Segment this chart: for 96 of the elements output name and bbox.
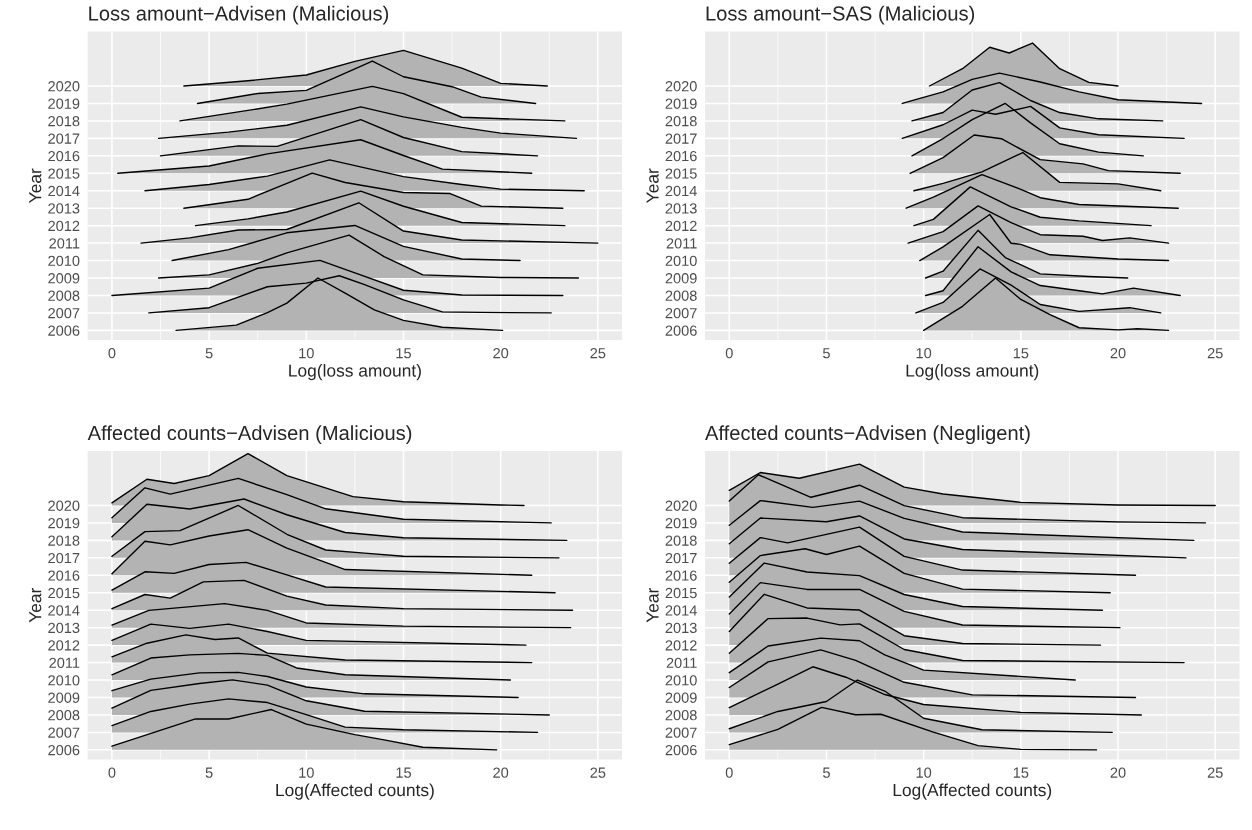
x-tick-label: 15	[1013, 767, 1029, 778]
y-axis-title: Year	[646, 168, 659, 203]
chart-title: Affected counts−Advisen (Negligent)	[705, 425, 1030, 445]
y-tick-label: 2014	[665, 605, 697, 616]
y-tick-label: 2018	[48, 535, 80, 546]
y-tick-label: 2009	[48, 692, 80, 703]
y-tick-label: 2018	[665, 535, 697, 546]
y-tick-label: 2017	[665, 133, 697, 144]
x-tick-label: 25	[1207, 767, 1223, 778]
y-tick-label: 2011	[666, 657, 697, 668]
y-tick-label: 2015	[48, 168, 80, 179]
y-tick-label: 2006	[48, 325, 80, 336]
x-tick-label: 10	[299, 767, 314, 778]
x-axis-title: Log(Affected counts)	[893, 783, 1052, 800]
x-tick-label: 0	[725, 767, 733, 778]
y-axis-title: Year	[646, 587, 659, 623]
y-tick-label: 2006	[665, 744, 697, 756]
x-axis-title: Log(loss amount)	[289, 363, 421, 381]
x-tick-label: 25	[1207, 348, 1223, 359]
y-tick-label: 2006	[48, 744, 80, 756]
y-tick-label: 2012	[48, 220, 80, 232]
y-tick-label: 2015	[48, 587, 80, 599]
x-tick-label: 10	[916, 767, 932, 778]
y-tick-label: 2017	[48, 552, 80, 564]
y-tick-label: 2007	[665, 308, 697, 319]
y-tick-label: 2013	[48, 622, 80, 634]
x-tick-label: 20	[493, 348, 509, 359]
y-tick-label: 2006	[665, 325, 697, 336]
y-tick-label: 2012	[48, 640, 80, 651]
y-tick-label: 2010	[48, 675, 80, 686]
x-tick-label: 20	[1110, 767, 1126, 778]
y-tick-label: 2014	[48, 185, 80, 197]
y-tick-label: 2015	[665, 168, 697, 179]
x-axis-title: Log(Affected counts)	[276, 783, 434, 800]
y-tick-label: 2010	[48, 255, 80, 266]
y-axis-title: Year	[29, 587, 42, 623]
y-tick-label: 2020	[665, 81, 697, 92]
chart-title: Loss amount−SAS (Malicious)	[706, 5, 975, 25]
y-tick-label: 2012	[665, 220, 697, 232]
y-tick-label: 2012	[665, 640, 697, 651]
x-tick-label: 0	[108, 348, 116, 359]
y-tick-label: 2016	[665, 150, 697, 162]
y-tick-label: 2018	[48, 116, 80, 127]
y-tick-label: 2013	[48, 203, 80, 214]
y-tick-label: 2016	[665, 570, 697, 581]
x-tick-label: 10	[299, 348, 314, 359]
x-tick-label: 5	[205, 348, 213, 359]
y-tick-label: 2017	[48, 133, 80, 144]
y-tick-label: 2017	[665, 552, 697, 564]
y-tick-label: 2010	[665, 255, 697, 266]
chart-title: Affected counts−Advisen (Malicious)	[87, 425, 412, 445]
y-tick-label: 2019	[48, 98, 80, 109]
y-tick-label: 2011	[666, 238, 697, 249]
x-tick-label: 15	[396, 348, 411, 359]
y-tick-label: 2007	[665, 727, 697, 738]
x-tick-label: 15	[1013, 348, 1029, 359]
y-tick-label: 2013	[665, 622, 697, 634]
x-tick-label: 25	[590, 767, 606, 778]
chart-title: Loss amount−Advisen (Malicious)	[89, 5, 389, 25]
y-tick-label: 2008	[665, 290, 697, 301]
y-tick-label: 2008	[665, 710, 697, 721]
y-tick-label: 2019	[48, 518, 80, 529]
y-tick-label: 2013	[665, 203, 697, 214]
y-tick-label: 2011	[49, 238, 80, 249]
y-tick-label: 2019	[665, 98, 697, 109]
x-tick-label: 5	[822, 767, 830, 778]
y-tick-label: 2010	[665, 675, 697, 686]
y-tick-label: 2014	[48, 605, 80, 616]
y-tick-label: 2015	[665, 587, 697, 599]
y-tick-label: 2016	[48, 570, 80, 581]
x-tick-label: 15	[396, 767, 411, 778]
y-tick-label: 2007	[48, 727, 80, 738]
y-tick-label: 2014	[665, 185, 697, 197]
y-tick-label: 2018	[665, 116, 697, 127]
x-tick-label: 20	[493, 767, 509, 778]
x-axis-title: Log(loss amount)	[906, 363, 1039, 381]
y-tick-label: 2020	[48, 500, 80, 511]
y-tick-label: 2019	[665, 518, 697, 529]
y-tick-label: 2011	[49, 657, 80, 668]
x-tick-label: 5	[205, 767, 213, 778]
x-tick-label: 5	[822, 348, 830, 359]
x-tick-label: 0	[725, 348, 733, 359]
y-tick-label: 2020	[665, 500, 697, 511]
x-tick-label: 10	[916, 348, 932, 359]
y-tick-label: 2008	[48, 710, 80, 721]
x-tick-label: 20	[1110, 348, 1126, 359]
y-tick-label: 2007	[48, 308, 80, 319]
y-tick-label: 2009	[48, 273, 80, 284]
x-tick-label: 0	[108, 767, 116, 778]
y-tick-label: 2009	[665, 273, 697, 284]
x-tick-label: 25	[590, 348, 606, 359]
y-tick-label: 2008	[48, 290, 80, 301]
y-tick-label: 2020	[48, 81, 80, 92]
y-axis-title: Year	[29, 168, 42, 203]
y-tick-label: 2016	[48, 150, 80, 162]
y-tick-label: 2009	[665, 692, 697, 703]
